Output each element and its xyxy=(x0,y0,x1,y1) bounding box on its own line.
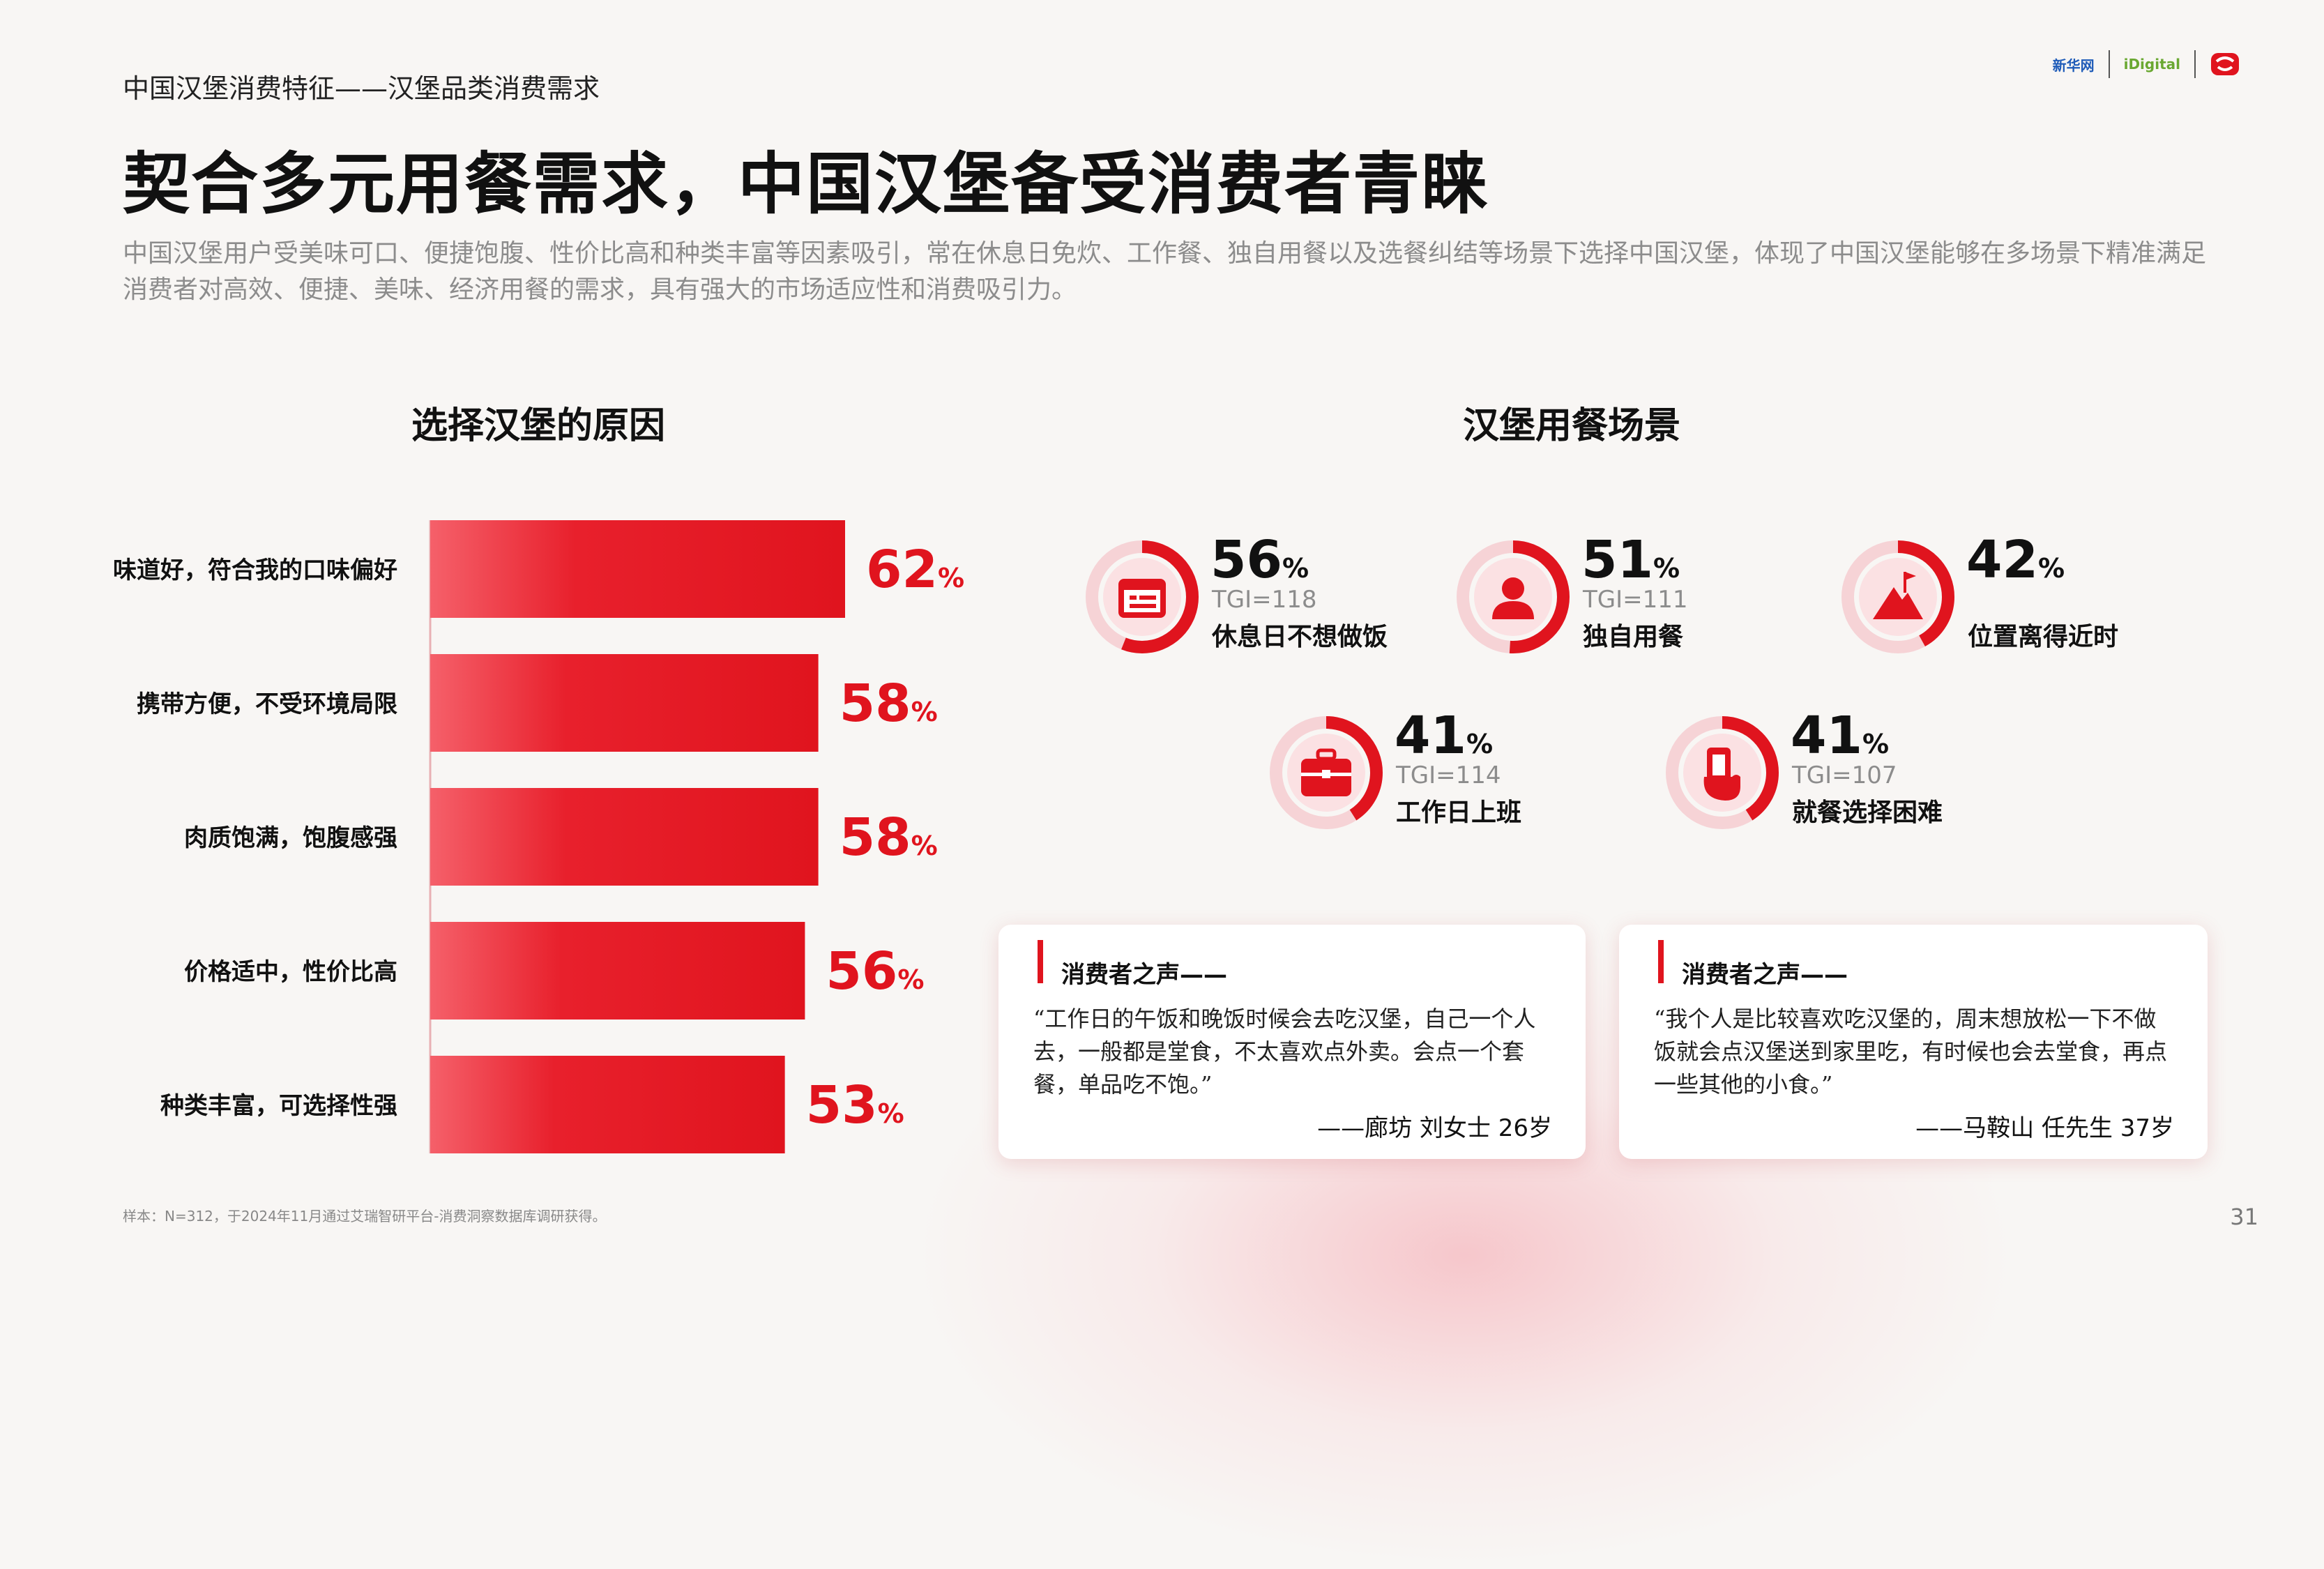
briefcase-icon xyxy=(1301,748,1351,796)
quote-accent-bar xyxy=(1658,940,1664,983)
scene-percent: 51% xyxy=(1581,530,1680,590)
category-label: 肉质饱满，饱腹感强 xyxy=(184,824,397,852)
quote-heading: 消费者之声—— xyxy=(1061,961,1227,989)
logo-bar: 新华网 iDigital xyxy=(2053,43,2240,85)
logo-divider xyxy=(2108,50,2110,78)
consumer-quote-card: 消费者之声—— “工作日的午饭和晚饭时候会去吃汉堡，自己一个人去，一般都是堂食，… xyxy=(998,925,1586,1159)
scene-ring-progress xyxy=(1666,716,1779,829)
bar xyxy=(430,520,845,618)
scene-ring-progress xyxy=(1270,716,1383,829)
quote-heading: 消费者之声—— xyxy=(1682,961,1848,989)
data-label: 62% xyxy=(866,540,964,600)
quote-accent-bar xyxy=(1038,940,1043,983)
category-label: 携带方便，不受环境局限 xyxy=(137,690,397,718)
scene-ring-progress xyxy=(1086,540,1199,653)
scene-ring xyxy=(1086,540,1199,653)
bar xyxy=(430,922,805,1020)
quote-author: ——廊坊 刘女士 26岁 xyxy=(1317,1114,1552,1142)
data-label: 53% xyxy=(806,1075,904,1135)
calendar-icon xyxy=(1118,579,1166,618)
scene-percent: 41% xyxy=(1791,706,1890,766)
hand-phone-icon xyxy=(1703,748,1740,801)
scene-ring xyxy=(1666,716,1779,829)
scene-label: 独自用餐 xyxy=(1583,623,1684,651)
consumer-quote-card: 消费者之声—— “我个人是比较喜欢吃汉堡的，周末想放松一下不做饭就会点汉堡送到家… xyxy=(1619,925,2208,1159)
brand-mark-icon xyxy=(2211,53,2239,75)
page-subtitle: 中国汉堡用户受美味可口、便捷饱腹、性价比高和种类丰富等因素吸引，常在休息日免炊、… xyxy=(123,239,2207,304)
scene-ring xyxy=(1270,716,1383,829)
data-label: 58% xyxy=(840,674,938,734)
person-icon xyxy=(1492,577,1534,619)
bar xyxy=(430,1056,785,1153)
scene-tgi: TGI=114 xyxy=(1396,761,1501,789)
data-label: 58% xyxy=(840,808,938,867)
scene-tgi: TGI=118 xyxy=(1212,586,1317,614)
scene-label: 位置离得近时 xyxy=(1968,623,2119,651)
quote-text: “工作日的午饭和晚饭时候会去吃汉堡，自己一个人去，一般都是堂食，不太喜欢点外卖。… xyxy=(1033,1006,1536,1098)
xinhua-logo: 新华网 xyxy=(2052,56,2095,74)
scene-ring xyxy=(1457,540,1570,653)
category-label: 价格适中，性价比高 xyxy=(184,958,397,986)
mountain-flag-icon xyxy=(1873,572,1923,619)
footnote: 样本：N=312，于2024年11月通过艾瑞智研平台-消费洞察数据库调研获得。 xyxy=(123,1208,607,1225)
scene-tgi: TGI=107 xyxy=(1792,761,1897,789)
scene-label: 工作日上班 xyxy=(1396,798,1522,827)
reasons-bar-chart: 味道好，符合我的口味偏好 62% 携带方便，不受环境局限 58% 肉质饱满，饱腹感强 58… xyxy=(113,520,964,1153)
scene-ring-progress xyxy=(1841,540,1954,653)
scene-percent: 56% xyxy=(1210,530,1309,590)
idigital-logo: iDigital xyxy=(2123,56,2180,73)
right-section-title: 汉堡用餐场景 xyxy=(1463,405,1681,447)
data-label: 56% xyxy=(826,941,924,1001)
category-label: 种类丰富，可选择性强 xyxy=(160,1092,397,1120)
scene-percent: 41% xyxy=(1395,706,1494,766)
scene-ring xyxy=(1841,540,1954,653)
scene-label: 就餐选择困难 xyxy=(1792,798,1943,827)
page-number: 31 xyxy=(2230,1204,2258,1230)
category-label: 味道好，符合我的口味偏好 xyxy=(113,556,397,584)
quote-text: “我个人是比较喜欢吃汉堡的，周末想放松一下不做饭就会点汉堡送到家里吃，有时候也会… xyxy=(1654,1006,2168,1098)
logo-divider xyxy=(2194,50,2196,78)
breadcrumb: 中国汉堡消费特征——汉堡品类消费需求 xyxy=(123,73,600,104)
page-title: 契合多元用餐需求，中国汉堡备受消费者青睐 xyxy=(123,145,1489,223)
scene-percent: 42% xyxy=(1966,530,2065,590)
quote-author: ——马鞍山 任先生 37岁 xyxy=(1915,1114,2174,1142)
scene-ring-progress xyxy=(1457,540,1570,653)
scene-label: 休息日不想做饭 xyxy=(1212,623,1388,651)
left-section-title: 选择汉堡的原因 xyxy=(411,405,666,447)
scene-tgi: TGI=111 xyxy=(1583,586,1688,614)
bar xyxy=(430,654,819,752)
bar xyxy=(430,788,819,886)
